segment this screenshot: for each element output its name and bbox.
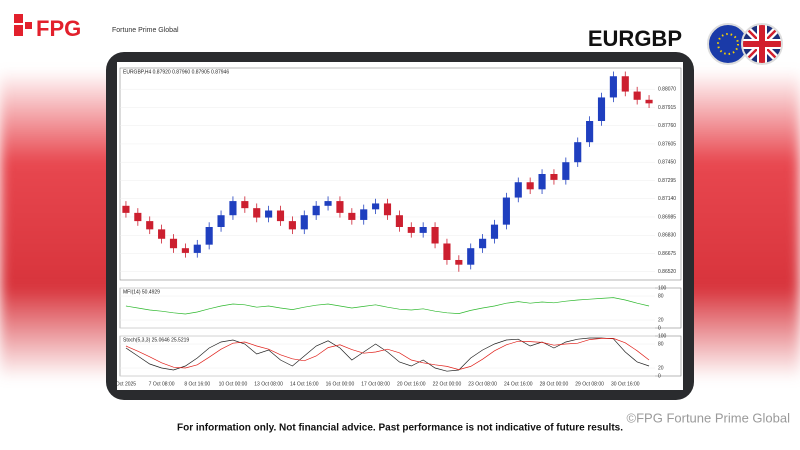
candle-body: [443, 243, 451, 260]
pane-title: EURGBP,H4 0.87920 0.87960 0.87905 0.8794…: [123, 69, 229, 75]
candle-body: [407, 227, 415, 233]
x-tick-label: 17 Oct 08:00: [361, 381, 390, 387]
x-tick-label: 7 Oct 08:00: [149, 381, 175, 387]
candle-body: [586, 121, 594, 143]
disclaimer: For information only. Not financial advi…: [177, 423, 623, 434]
candle-body: [574, 142, 582, 163]
candle-body: [134, 212, 142, 222]
candle-body: [514, 182, 522, 198]
candle-body: [229, 201, 237, 216]
pane-title: Stoch(5,3,3) 25.0646 25.5219: [123, 337, 189, 343]
candle-body: [360, 209, 368, 220]
candle-body: [348, 212, 356, 220]
y-tick-label: 0.87140: [658, 196, 676, 202]
uk-flag-rim: [741, 23, 783, 65]
indicator-line: [125, 338, 650, 370]
eu-stars: [717, 33, 739, 55]
symbol: EURGBP: [588, 26, 682, 51]
candle-body: [419, 227, 427, 233]
candle-body: [645, 99, 653, 104]
x-tick-label: 22 Oct 00:00: [433, 381, 462, 387]
candle-body: [312, 205, 320, 216]
candle-body: [205, 227, 213, 245]
y-tick-label: 0.87295: [658, 178, 676, 184]
candle-body: [253, 208, 261, 218]
y-tick-label: 20: [658, 317, 664, 323]
y-tick-label: 0.86675: [658, 251, 676, 257]
candle-body: [300, 215, 308, 230]
y-tick-label: 0.86520: [658, 269, 676, 275]
candle-body: [122, 205, 130, 213]
x-tick-label: 29 Oct 08:00: [575, 381, 604, 387]
candle-body: [217, 215, 225, 227]
logo-mark: [25, 22, 32, 29]
pane-title: MFI(14) 50.4929: [123, 289, 160, 295]
y-tick-label: 0: [658, 373, 661, 379]
candle-body: [336, 201, 344, 213]
candle-body: [455, 259, 463, 265]
candle-body: [490, 224, 499, 239]
x-tick-label: 14 Oct 16:00: [290, 381, 319, 387]
x-tick-label: 30 Oct 16:00: [611, 381, 640, 387]
y-tick-label: 0.87915: [658, 105, 676, 111]
candle-body: [181, 248, 189, 253]
candle-body: [609, 76, 617, 98]
x-tick-label: 24 Oct 16:00: [504, 381, 533, 387]
candle-body: [633, 91, 641, 100]
candle-body: [550, 174, 558, 180]
candle-body: [479, 238, 487, 249]
y-tick-label: 80: [658, 341, 664, 347]
candle-body: [372, 203, 380, 210]
y-tick-label: 0.87605: [658, 141, 676, 147]
y-tick-label: 20: [658, 365, 664, 371]
candle-body: [324, 201, 332, 206]
candle-body: [597, 97, 606, 121]
candle-body: [502, 197, 510, 225]
candle-body: [146, 221, 154, 230]
candle-body: [395, 215, 403, 227]
logo-mark: [14, 14, 23, 23]
candle-body: [193, 244, 201, 253]
watermark: ©FPG Fortune Prime Global: [627, 410, 791, 425]
y-tick-label: 0.86985: [658, 214, 676, 220]
candle-body: [158, 229, 166, 239]
x-tick-label: 16 Oct 00:00: [326, 381, 355, 387]
y-tick-label: 0.88070: [658, 87, 676, 93]
x-tick-label: 10 Oct 00:00: [219, 381, 248, 387]
candle-body: [265, 210, 273, 218]
y-tick-label: 80: [658, 293, 664, 299]
x-tick-label: 23 Oct 08:00: [468, 381, 497, 387]
uk-flag: [742, 24, 782, 64]
candle-body: [562, 162, 570, 180]
candle-body: [431, 227, 439, 244]
brand-sub: Fortune Prime Global: [112, 27, 179, 34]
candle-body: [538, 174, 546, 190]
logo-mark: [14, 25, 23, 36]
candle-body: [467, 248, 475, 265]
indicator-line: [125, 337, 650, 372]
x-tick-label: 8 Oct 16:00: [184, 381, 210, 387]
y-tick-label: 0: [658, 325, 661, 331]
y-tick-label: 0.87450: [658, 160, 676, 166]
y-tick-label: 0.86830: [658, 233, 676, 239]
y-tick-label: 100: [658, 333, 667, 339]
indicator-line: [125, 297, 650, 315]
brand: FPG: [36, 16, 81, 41]
x-tick-label: 13 Oct 08:00: [254, 381, 283, 387]
candle-body: [241, 201, 249, 209]
y-tick-label: 0.87760: [658, 123, 676, 129]
x-tick-label: 28 Oct 00:00: [540, 381, 569, 387]
y-tick-label: 100: [658, 285, 667, 291]
x-tick-label: Oct 2025: [116, 381, 137, 387]
candle-body: [526, 182, 534, 190]
candle-body: [169, 238, 178, 249]
pane-border: [119, 67, 682, 281]
candle-body: [288, 221, 296, 230]
x-tick-label: 20 Oct 16:00: [397, 381, 426, 387]
candle-body: [383, 203, 392, 216]
candle-body: [276, 210, 285, 222]
candle-body: [621, 76, 629, 92]
